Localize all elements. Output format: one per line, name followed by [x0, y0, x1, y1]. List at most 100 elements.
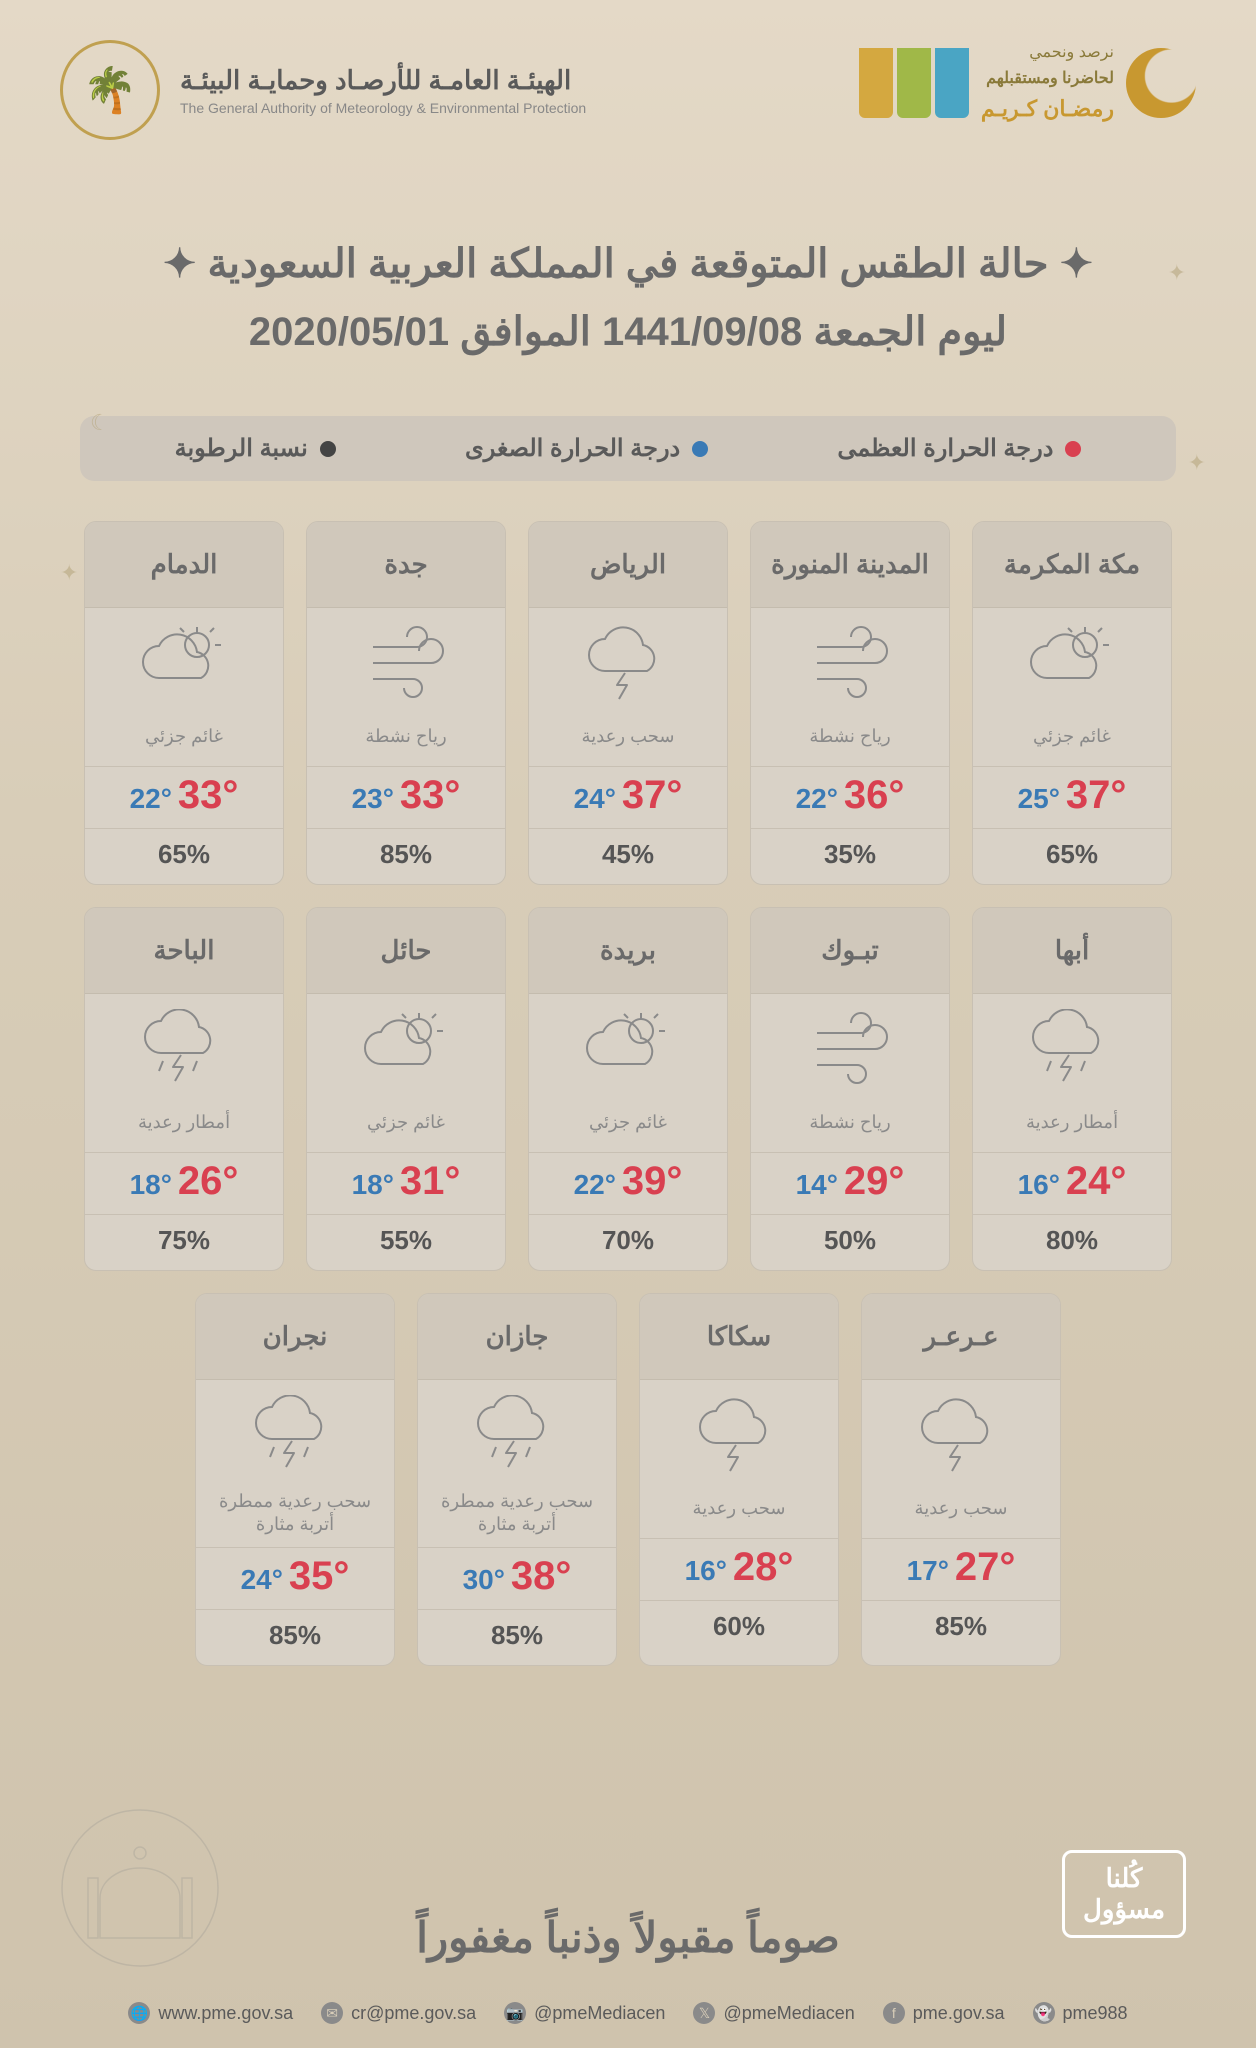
contact-item[interactable]: 👻 pme988: [1033, 2002, 1128, 2024]
humidity: 65%: [85, 829, 283, 884]
city-name: تبـوك: [751, 908, 949, 994]
condition-text: سحب رعدية: [862, 1490, 1060, 1538]
contact-icon: 📷: [504, 2002, 526, 2024]
contact-item[interactable]: 📷 @pmeMediacen: [504, 2002, 665, 2024]
contacts-bar: 🌐 www.pme.gov.sa ✉ cr@pme.gov.sa 📷 @pmeM…: [60, 2002, 1196, 2024]
ramadan-badge: نرصد ونحمي لحاضرنا ومستقبلهم رمضـان كـري…: [859, 40, 1196, 126]
condition-text: غائم جزئي: [85, 718, 283, 766]
title-line1: حالة الطقس المتوقعة في المملكة العربية ا…: [207, 242, 1048, 286]
contact-icon: 🌐: [128, 2002, 150, 2024]
temp-high: 33°: [400, 773, 461, 818]
weather-icon: [418, 1380, 616, 1490]
condition-text: سحب رعدية: [640, 1490, 838, 1538]
temperatures: 24° 37°: [529, 766, 727, 829]
temperatures: 14° 29°: [751, 1152, 949, 1215]
humidity: 75%: [85, 1215, 283, 1270]
city-name: سكاكا: [640, 1294, 838, 1380]
grid-row-2: أبها أمطار رعدية 16° 24° 80% تبـوك رياح …: [80, 907, 1176, 1271]
temp-low: 18°: [352, 1169, 394, 1201]
grid-row-3: عـرعـر سحب رعدية 17° 27° 85% سكاكا سحب ر…: [80, 1293, 1176, 1666]
city-name: بريدة: [529, 908, 727, 994]
humidity: 55%: [307, 1215, 505, 1270]
palm-logo-icon: 🌴: [60, 40, 160, 140]
weather-card: تبـوك رياح نشطة 14° 29° 50%: [750, 907, 950, 1271]
weather-icon: [196, 1380, 394, 1490]
dot-humidity-icon: [320, 441, 336, 457]
temp-high: 26°: [178, 1159, 239, 1204]
temp-high: 37°: [1066, 773, 1127, 818]
org-name-ar: الهيئـة العامـة للأرصـاد وحمايـة البيئـة: [180, 65, 586, 96]
org-name-en: The General Authority of Meteorology & E…: [180, 100, 586, 116]
contact-item[interactable]: 🌐 www.pme.gov.sa: [128, 2002, 293, 2024]
temperatures: 24° 35°: [196, 1547, 394, 1610]
contact-item[interactable]: ✉ cr@pme.gov.sa: [321, 2002, 476, 2024]
weather-card: الباحة أمطار رعدية 18° 26° 75%: [84, 907, 284, 1271]
weather-card: المدينة المنورة رياح نشطة 22° 36° 35%: [750, 521, 950, 885]
temp-low: 22°: [130, 783, 172, 815]
humidity: 85%: [862, 1601, 1060, 1656]
condition-text: غائم جزئي: [307, 1104, 505, 1152]
temperatures: 22° 36°: [751, 766, 949, 829]
humidity: 85%: [418, 1610, 616, 1665]
city-name: نجران: [196, 1294, 394, 1380]
legend-low: درجة الحرارة الصغرى: [465, 434, 708, 463]
contact-icon: ✉: [321, 2002, 343, 2024]
condition-text: سحب رعدية ممطرة أتربة مثارة: [418, 1490, 616, 1547]
humidity: 85%: [196, 1610, 394, 1665]
contact-icon: f: [883, 2002, 905, 2024]
weather-card: الرياض سحب رعدية 24° 37° 45%: [528, 521, 728, 885]
legend-high: درجة الحرارة العظمى: [837, 434, 1081, 463]
humidity: 70%: [529, 1215, 727, 1270]
temperatures: 18° 31°: [307, 1152, 505, 1215]
temperatures: 16° 24°: [973, 1152, 1171, 1215]
temp-low: 16°: [685, 1555, 727, 1587]
weather-icon: [307, 608, 505, 718]
contact-text: @pmeMediacen: [534, 2003, 665, 2024]
condition-text: أمطار رعدية: [973, 1104, 1171, 1152]
weather-card: سكاكا سحب رعدية 16° 28° 60%: [639, 1293, 839, 1666]
humidity: 80%: [973, 1215, 1171, 1270]
temp-low: 16°: [1018, 1169, 1060, 1201]
temperatures: 16° 28°: [640, 1538, 838, 1601]
header: نرصد ونحمي لحاضرنا ومستقبلهم رمضـان كـري…: [0, 0, 1256, 160]
humidity: 65%: [973, 829, 1171, 884]
contact-icon: 𝕏: [693, 2002, 715, 2024]
temp-high: 36°: [844, 773, 905, 818]
crescent-icon: [1126, 48, 1196, 118]
weather-card: جدة رياح نشطة 23° 33° 85%: [306, 521, 506, 885]
weather-icon: [529, 608, 727, 718]
temp-low: 24°: [241, 1564, 283, 1596]
weather-card: الدمام غائم جزئي 22° 33° 65%: [84, 521, 284, 885]
temperatures: 17° 27°: [862, 1538, 1060, 1601]
weather-icon: [85, 994, 283, 1104]
condition-text: رياح نشطة: [751, 1104, 949, 1152]
legend: درجة الحرارة العظمى درجة الحرارة الصغرى …: [80, 416, 1176, 481]
weather-icon: [751, 994, 949, 1104]
humidity: 85%: [307, 829, 505, 884]
contact-text: @pmeMediacen: [723, 2003, 854, 2024]
humidity: 35%: [751, 829, 949, 884]
temp-high: 27°: [955, 1545, 1016, 1590]
temp-high: 31°: [400, 1159, 461, 1204]
temp-low: 22°: [796, 783, 838, 815]
city-name: الرياض: [529, 522, 727, 608]
city-name: أبها: [973, 908, 1171, 994]
temp-low: 24°: [574, 783, 616, 815]
weather-card: نجران سحب رعدية ممطرة أتربة مثارة 24° 35…: [195, 1293, 395, 1666]
temp-low: 14°: [796, 1169, 838, 1201]
contact-item[interactable]: 𝕏 @pmeMediacen: [693, 2002, 854, 2024]
weather-card: بريدة غائم جزئي 22° 39° 70%: [528, 907, 728, 1271]
temp-low: 23°: [352, 783, 394, 815]
weather-card: مكة المكرمة غائم جزئي 25° 37° 65%: [972, 521, 1172, 885]
city-name: الباحة: [85, 908, 283, 994]
weather-card: عـرعـر سحب رعدية 17° 27° 85%: [861, 1293, 1061, 1666]
condition-text: أمطار رعدية: [85, 1104, 283, 1152]
contact-item[interactable]: f pme.gov.sa: [883, 2002, 1005, 2024]
condition-text: غائم جزئي: [973, 718, 1171, 766]
contact-text: cr@pme.gov.sa: [351, 2003, 476, 2024]
city-name: مكة المكرمة: [973, 522, 1171, 608]
dot-low-icon: [692, 441, 708, 457]
city-name: عـرعـر: [862, 1294, 1060, 1380]
contact-text: www.pme.gov.sa: [158, 2003, 293, 2024]
contact-icon: 👻: [1033, 2002, 1055, 2024]
